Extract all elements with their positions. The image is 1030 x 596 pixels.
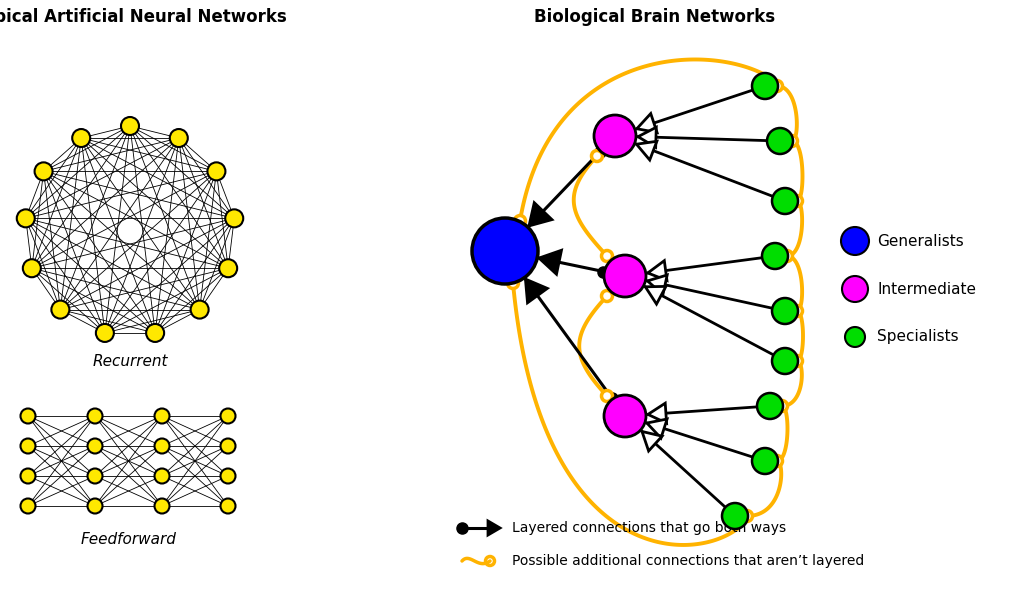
Circle shape — [762, 243, 788, 269]
Circle shape — [23, 259, 41, 277]
Circle shape — [96, 324, 114, 342]
Circle shape — [842, 276, 868, 302]
Circle shape — [604, 395, 646, 437]
Circle shape — [791, 355, 802, 367]
Circle shape — [219, 259, 237, 277]
Polygon shape — [637, 141, 657, 160]
Polygon shape — [648, 260, 667, 281]
Circle shape — [207, 162, 226, 181]
Circle shape — [782, 250, 792, 262]
Polygon shape — [637, 114, 657, 132]
Circle shape — [752, 73, 778, 99]
Circle shape — [220, 468, 236, 483]
Circle shape — [604, 255, 646, 297]
Circle shape — [602, 390, 613, 402]
Text: Feedforward: Feedforward — [80, 532, 176, 547]
Circle shape — [72, 129, 91, 147]
Text: Biological Brain Networks: Biological Brain Networks — [535, 8, 776, 26]
Circle shape — [146, 324, 164, 342]
Circle shape — [88, 468, 103, 483]
Text: Specialists: Specialists — [877, 330, 959, 344]
Polygon shape — [647, 419, 667, 438]
Circle shape — [21, 439, 35, 454]
Circle shape — [154, 498, 170, 514]
Circle shape — [777, 401, 788, 411]
Circle shape — [21, 408, 35, 424]
Circle shape — [472, 218, 538, 284]
Circle shape — [772, 348, 798, 374]
Circle shape — [154, 468, 170, 483]
Circle shape — [722, 503, 748, 529]
Circle shape — [191, 300, 209, 319]
Circle shape — [154, 439, 170, 454]
Circle shape — [21, 468, 35, 483]
Polygon shape — [648, 275, 667, 294]
Circle shape — [485, 557, 494, 566]
Circle shape — [757, 393, 783, 419]
Circle shape — [220, 408, 236, 424]
Polygon shape — [529, 203, 552, 226]
Circle shape — [771, 80, 783, 92]
Polygon shape — [648, 403, 666, 423]
Circle shape — [845, 327, 865, 347]
Circle shape — [767, 128, 793, 154]
Polygon shape — [488, 521, 500, 535]
Polygon shape — [638, 128, 656, 147]
Circle shape — [226, 209, 243, 227]
Circle shape — [772, 188, 798, 214]
Text: Intermediate: Intermediate — [877, 281, 976, 296]
Circle shape — [591, 151, 603, 162]
Circle shape — [752, 448, 778, 474]
Circle shape — [508, 278, 518, 288]
Polygon shape — [642, 432, 662, 451]
Circle shape — [791, 195, 802, 206]
Polygon shape — [646, 287, 666, 304]
Circle shape — [16, 209, 35, 227]
Polygon shape — [525, 280, 547, 303]
Circle shape — [772, 298, 798, 324]
Circle shape — [52, 300, 69, 319]
Circle shape — [771, 455, 783, 467]
Circle shape — [742, 511, 753, 522]
Circle shape — [220, 498, 236, 514]
Polygon shape — [540, 250, 561, 274]
Circle shape — [602, 290, 613, 302]
Text: Typical Artificial Neural Networks: Typical Artificial Neural Networks — [0, 8, 286, 26]
Circle shape — [88, 498, 103, 514]
Circle shape — [842, 227, 869, 255]
Circle shape — [154, 408, 170, 424]
Circle shape — [170, 129, 187, 147]
Circle shape — [594, 115, 636, 157]
Circle shape — [88, 408, 103, 424]
Circle shape — [787, 135, 797, 147]
Circle shape — [602, 250, 613, 262]
Circle shape — [515, 216, 525, 226]
Circle shape — [21, 498, 35, 514]
Text: Layered connections that go both ways: Layered connections that go both ways — [512, 521, 786, 535]
Text: Possible additional connections that aren’t layered: Possible additional connections that are… — [512, 554, 864, 568]
Circle shape — [121, 117, 139, 135]
Text: Generalists: Generalists — [877, 234, 964, 249]
Circle shape — [88, 439, 103, 454]
Circle shape — [791, 306, 802, 316]
Circle shape — [220, 439, 236, 454]
Circle shape — [35, 162, 53, 181]
Text: Recurrent: Recurrent — [93, 354, 168, 369]
